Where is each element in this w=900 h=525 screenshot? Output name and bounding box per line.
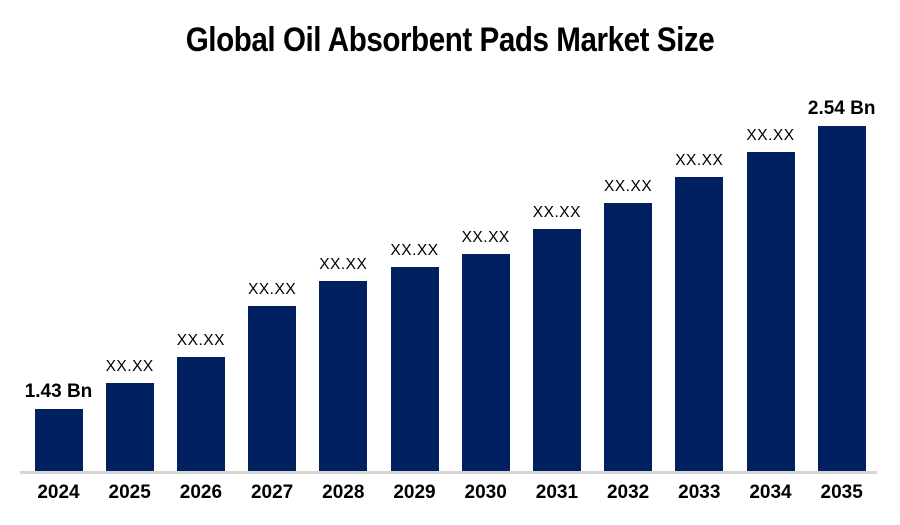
bar: [604, 203, 653, 471]
bar: [461, 254, 510, 471]
bar-value-label: 2.54 Bn: [807, 98, 876, 120]
bar-column: 1.43 Bn: [14, 381, 104, 471]
bar-value-label: XX.XX: [532, 204, 581, 222]
x-axis-tick-label: 2034: [749, 482, 792, 503]
bar-value-label: XX.XX: [248, 281, 297, 299]
bar: [105, 383, 154, 471]
bar: [817, 126, 866, 471]
x-axis-tick-label: 2028: [322, 482, 365, 503]
bar-column: XX.XX: [370, 242, 460, 471]
x-axis-tick-label: 2033: [678, 482, 721, 503]
bar-column: XX.XX: [726, 127, 816, 471]
bar-column: XX.XX: [227, 281, 317, 471]
x-axis-tick-label: 2027: [250, 482, 294, 503]
x-axis-tick-label: 2025: [108, 482, 151, 503]
bar-value-label: XX.XX: [675, 152, 724, 170]
bar: [248, 306, 297, 471]
x-axis-tick-label: 2031: [535, 482, 579, 503]
bar-value-label: 1.43 Bn: [24, 381, 93, 403]
x-axis-tick-label: 2024: [37, 482, 80, 503]
bar-column: XX.XX: [512, 204, 602, 471]
bar: [675, 177, 724, 471]
bar: [176, 357, 225, 471]
bar-value-label: XX.XX: [105, 358, 154, 376]
bar-column: XX.XX: [156, 332, 246, 471]
bar: [390, 267, 439, 471]
bar-value-label: XX.XX: [746, 127, 795, 145]
x-axis-tick-label: 2030: [464, 482, 507, 503]
bar-column: XX.XX: [654, 152, 744, 471]
x-axis-tick-label: 2035: [820, 482, 863, 503]
bar-column: XX.XX: [298, 256, 388, 471]
bar: [746, 152, 795, 471]
bar-value-label: XX.XX: [604, 178, 653, 196]
chart-title: Global Oil Absorbent Pads Market Size: [185, 21, 715, 59]
bar-value-label: XX.XX: [319, 256, 368, 274]
bar-value-label: XX.XX: [461, 229, 510, 247]
bar-value-label: XX.XX: [390, 242, 439, 260]
bar-value-label: XX.XX: [176, 332, 225, 350]
bar-column: XX.XX: [85, 358, 175, 471]
x-axis-tick-label: 2026: [179, 482, 223, 503]
bar: [319, 281, 368, 471]
x-axis-tick-label: 2032: [606, 482, 650, 503]
x-axis-tick-label: 2029: [393, 482, 436, 503]
bar-column: XX.XX: [583, 178, 673, 471]
bar: [532, 229, 581, 471]
bar: [34, 409, 83, 471]
bar-column: 2.54 Bn: [797, 98, 887, 471]
bar-column: XX.XX: [441, 229, 531, 471]
x-axis-line: [20, 471, 877, 474]
